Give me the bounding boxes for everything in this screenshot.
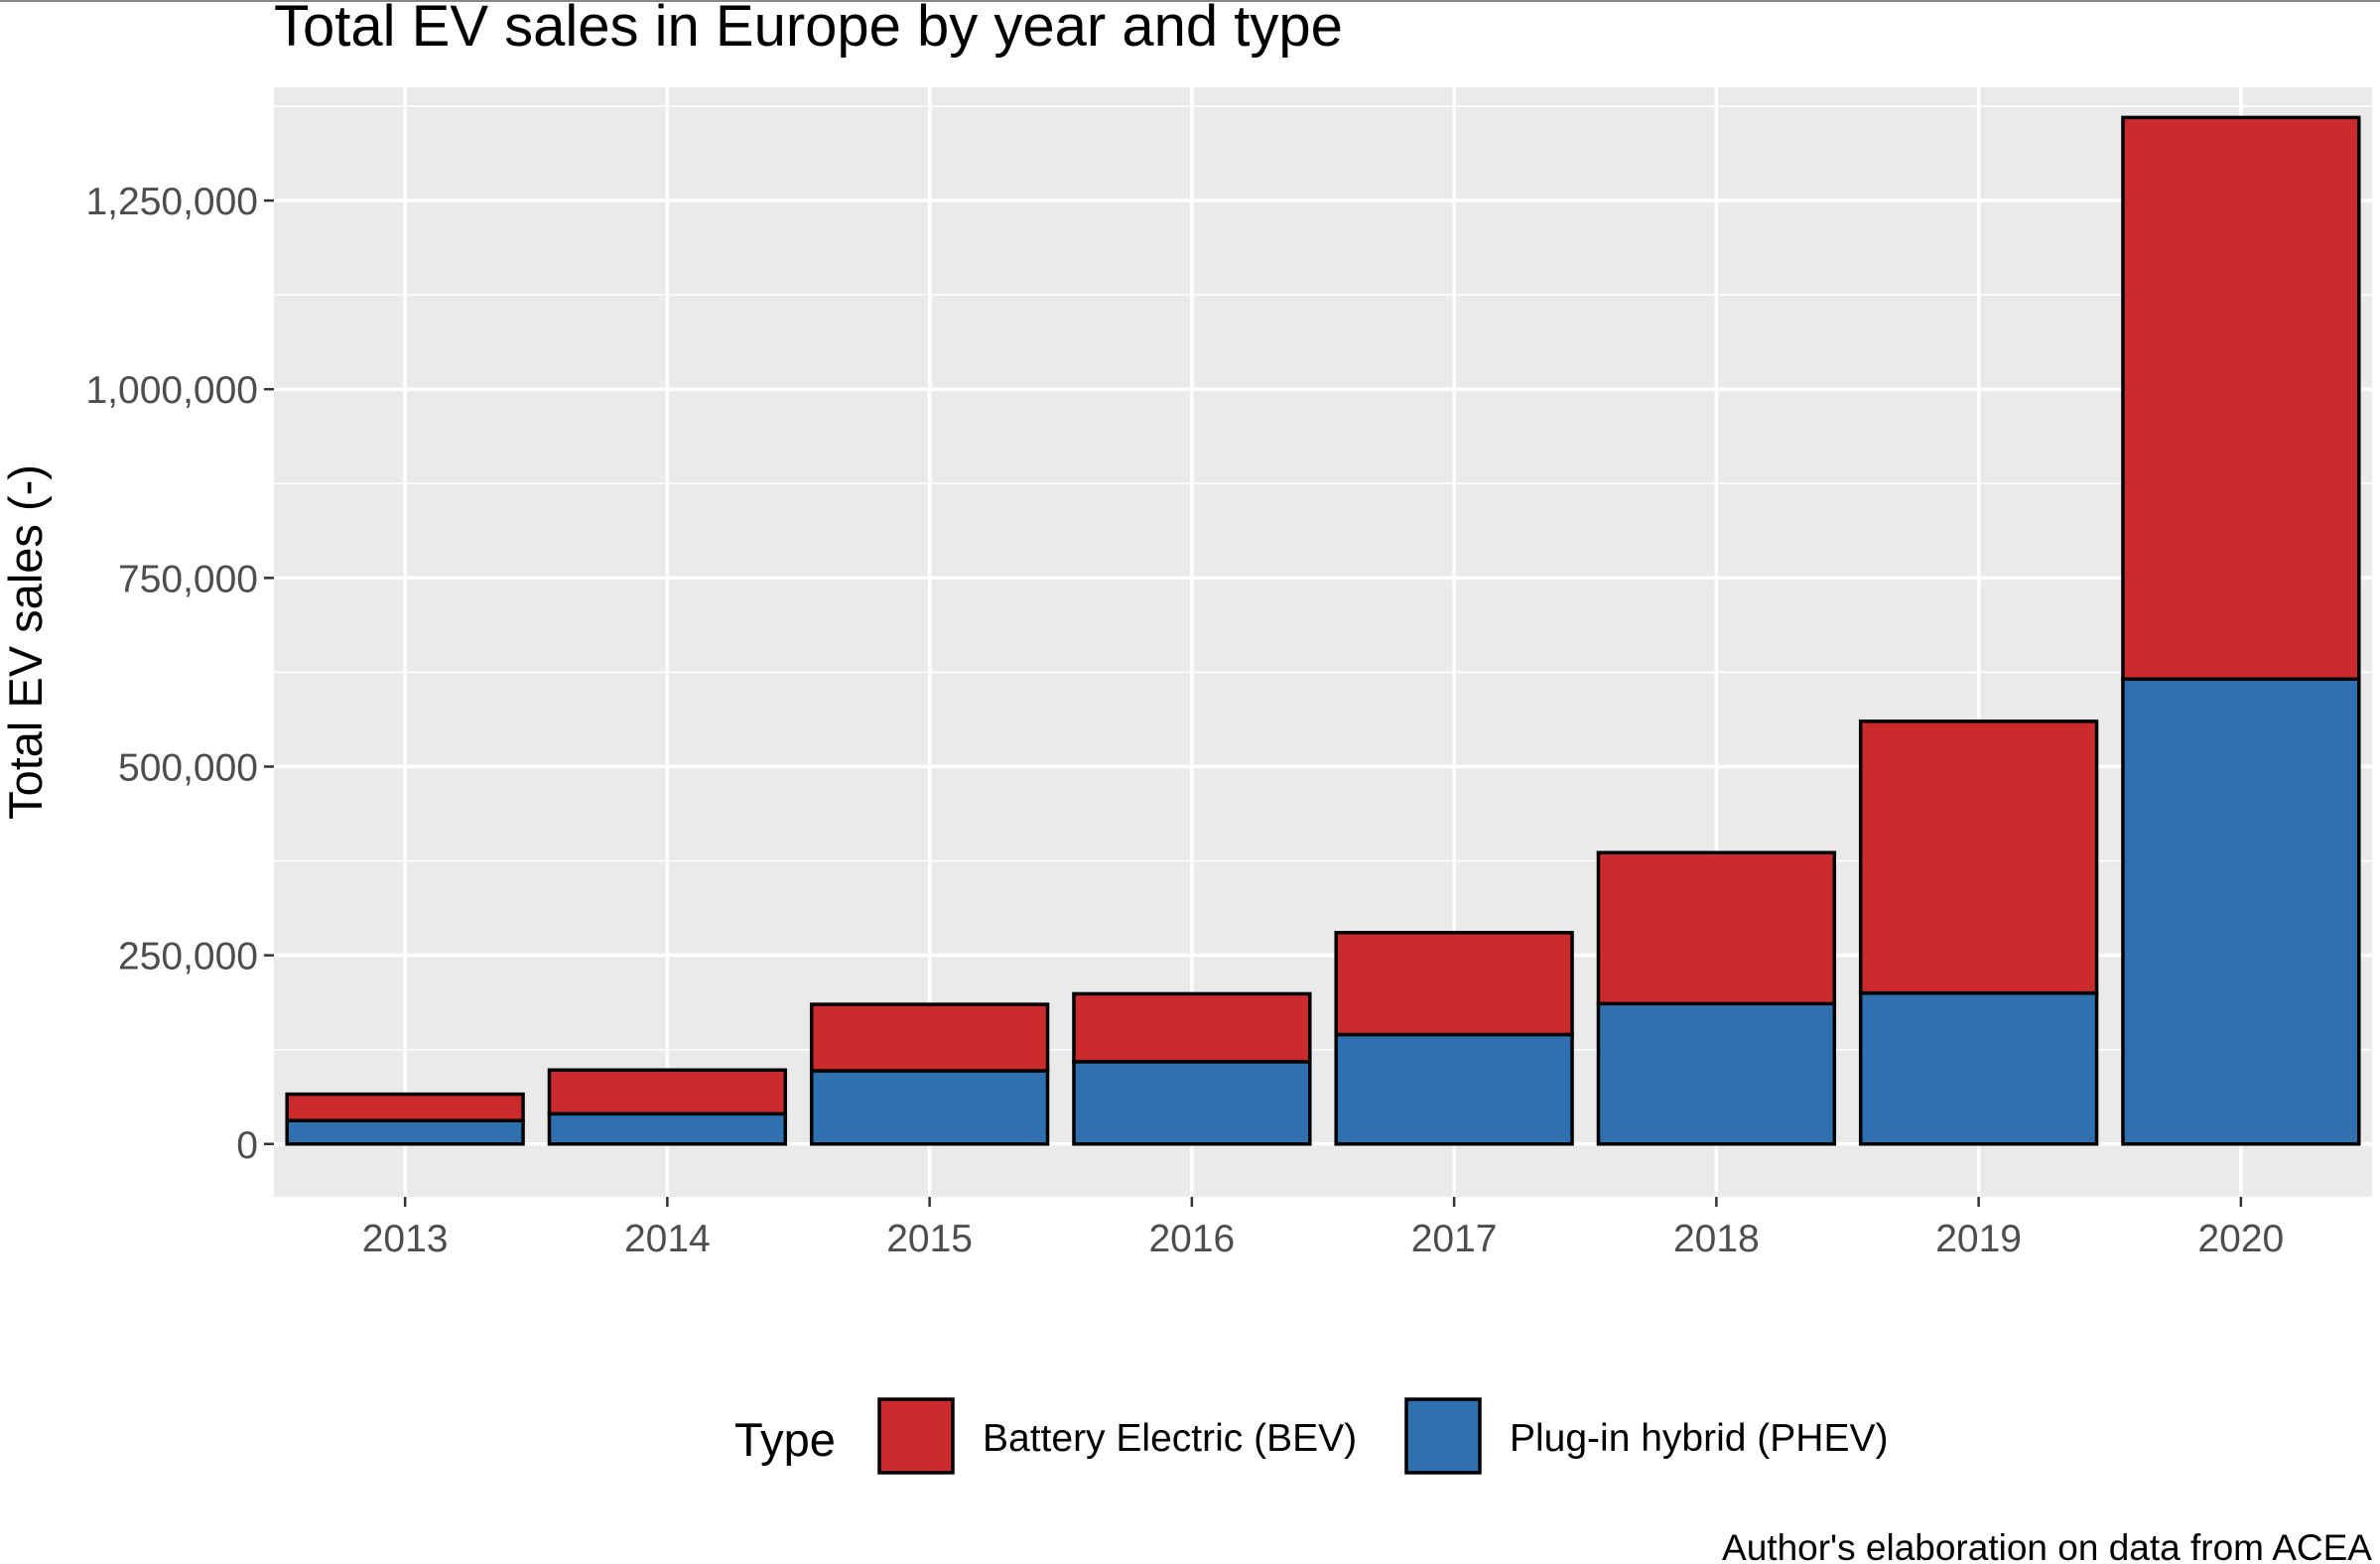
legend-label-bev: Battery Electric (BEV): [983, 1417, 1357, 1460]
x-tick-label: 2014: [624, 1218, 711, 1260]
y-tick-label: 0: [236, 1124, 258, 1167]
y-tick-label: 1,000,000: [85, 369, 258, 412]
bar-phev-2016: [1072, 1060, 1312, 1146]
bar-phev-2020: [2121, 677, 2361, 1146]
bar-bev-2013: [285, 1092, 525, 1122]
legend-key-phev: [1404, 1397, 1482, 1475]
x-tick-label: 2019: [1935, 1218, 2022, 1260]
minor-gridlines: [274, 105, 2372, 1239]
x-axis: 2013 2014 2015 2016 2017 2018 2019 2020: [362, 1197, 2284, 1260]
y-tick-label: 1,250,000: [85, 181, 258, 223]
y-tick-label: 750,000: [118, 558, 258, 600]
bar-bev-2014: [547, 1068, 788, 1116]
x-tick-label: 2017: [1411, 1218, 1498, 1260]
bar-bev-2020: [2121, 115, 2361, 682]
bar-phev-2013: [285, 1118, 525, 1146]
x-tick-label: 2013: [362, 1218, 449, 1260]
legend-title: Type: [734, 1413, 836, 1466]
bar-phev-2018: [1596, 1001, 1837, 1146]
legend: Type Battery Electric (BEV) Plug-in hybri…: [734, 1397, 1888, 1475]
x-tick-label: 2015: [886, 1218, 973, 1260]
chart-title: Total EV sales in Europe by year and typ…: [274, 0, 1343, 59]
bar-bev-2016: [1072, 991, 1312, 1064]
x-tick-label: 2020: [2197, 1218, 2284, 1260]
bar-phev-2017: [1334, 1032, 1574, 1146]
y-axis-label: Total EV sales (-): [0, 464, 52, 820]
bar-phev-2019: [1858, 990, 2099, 1146]
bar-bev-2017: [1334, 931, 1574, 1037]
caption: Author's elaboration on data from ACEA: [1722, 1527, 2372, 1564]
y-axis: 0 250,000 500,000 750,000 1,000,000 1,250,000: [85, 181, 274, 1167]
y-tick-label: 250,000: [118, 936, 258, 978]
bar-bev-2019: [1858, 719, 2099, 995]
bar-bev-2018: [1596, 850, 1837, 1006]
bar-phev-2015: [809, 1069, 1050, 1146]
bars: [285, 115, 2361, 1146]
x-tick-label: 2018: [1673, 1218, 1760, 1260]
legend-label-phev: Plug-in hybrid (PHEV): [1510, 1417, 1888, 1460]
bar-bev-2015: [809, 1002, 1050, 1073]
x-tick-label: 2016: [1148, 1218, 1235, 1260]
bar-phev-2014: [547, 1111, 788, 1146]
legend-key-bev: [877, 1397, 955, 1475]
y-tick-label: 500,000: [118, 746, 258, 789]
